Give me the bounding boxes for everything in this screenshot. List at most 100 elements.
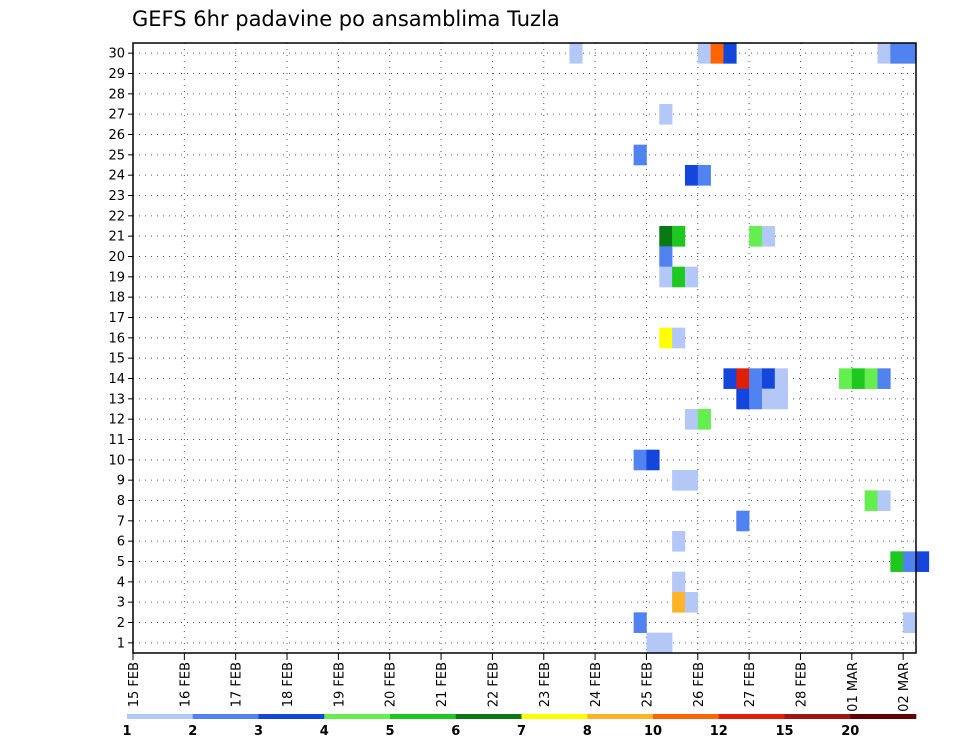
heatmap-cell	[672, 531, 686, 552]
legend-tick-label: 3	[254, 724, 263, 739]
legend-swatch	[784, 714, 851, 719]
heatmap-cell	[697, 409, 711, 430]
heatmap-cell	[697, 165, 711, 186]
x-tick-label: 28 FEB	[794, 662, 809, 707]
legend-tick-label: 20	[841, 724, 859, 739]
heatmap-cell	[890, 551, 904, 572]
legend-tick-label: 10	[644, 724, 662, 739]
heatmap-cell	[774, 388, 788, 410]
heatmap-cell	[916, 551, 930, 572]
heatmap-cell	[659, 632, 673, 654]
heatmap-cell	[672, 327, 686, 349]
heatmap-cell	[774, 368, 788, 389]
x-tick-label: 25 FEB	[640, 662, 655, 707]
y-tick-label: 22	[108, 209, 125, 224]
y-tick-label: 18	[108, 291, 125, 306]
y-tick-label: 27	[108, 108, 125, 123]
legend-swatch	[587, 714, 654, 719]
y-tick-label: 30	[108, 47, 125, 62]
heatmap-cell	[672, 470, 686, 491]
y-tick-label: 28	[108, 87, 125, 102]
heatmap-cell	[761, 226, 776, 247]
y-tick-label: 1	[117, 636, 125, 651]
y-tick-label: 25	[108, 148, 125, 163]
y-tick-label: 21	[108, 230, 125, 245]
x-tick-label: 16 FEB	[178, 662, 193, 707]
x-tick-label: 20 FEB	[384, 662, 399, 707]
heatmap-cell	[646, 449, 660, 471]
x-axis-ticks: 15 FEB 16 FEB 17 FEB 18 FEB 19 FEB 20 FEB 21 F…	[127, 653, 912, 712]
x-tick-label: 26 FEB	[692, 662, 707, 707]
heatmap-cell	[749, 368, 763, 389]
legend-swatch	[324, 714, 391, 719]
legend-tick-label: 2	[188, 724, 197, 739]
heatmap-cell	[877, 368, 891, 389]
heatmap-cell	[838, 368, 853, 389]
heatmap-cell	[864, 368, 878, 389]
y-tick-label: 11	[108, 433, 125, 448]
heatmap-cell	[672, 266, 686, 288]
legend-swatch	[127, 714, 194, 719]
heatmap-cell	[736, 388, 750, 410]
heatmap-cell	[890, 43, 904, 64]
heatmap-cell	[684, 266, 699, 288]
x-tick-label: 01 MAR	[846, 662, 861, 712]
heatmap-cell	[659, 266, 673, 288]
x-tick-label: 24 FEB	[589, 662, 604, 707]
heatmap-cell	[633, 449, 647, 471]
y-tick-label: 12	[108, 413, 125, 428]
heatmap-cell	[723, 43, 737, 64]
legend-tick-label: 8	[583, 724, 592, 739]
y-tick-label: 3	[117, 596, 125, 611]
heatmap-cell	[903, 612, 917, 633]
x-tick-label: 19 FEB	[332, 662, 347, 707]
legend-swatch	[455, 714, 522, 719]
x-tick-label: 21 FEB	[435, 662, 450, 707]
heatmap-cell	[749, 226, 763, 247]
heatmap-cell	[672, 571, 686, 593]
y-tick-label: 5	[117, 555, 125, 570]
heatmap-cell	[684, 592, 699, 613]
heatmap-cell	[672, 226, 686, 247]
y-tick-label: 10	[108, 453, 125, 468]
x-tick-label: 23 FEB	[538, 662, 553, 707]
y-tick-label: 8	[117, 494, 125, 509]
heatmap-cell	[723, 368, 737, 389]
heatmap-cell	[659, 327, 673, 349]
heatmap-cell	[903, 551, 917, 572]
heatmap-cell	[684, 409, 699, 430]
heatmap-cell	[877, 490, 891, 511]
heatmap-cell	[877, 43, 891, 64]
legend-tick-label: 1	[122, 724, 131, 739]
legend-swatch	[653, 714, 720, 719]
y-tick-label: 24	[108, 169, 125, 184]
heatmap-cell	[864, 490, 878, 511]
y-tick-label: 6	[117, 535, 125, 550]
heatmap-cell	[761, 388, 776, 410]
heatmap-cell	[851, 368, 865, 389]
legend-tick-label: 4	[320, 724, 329, 739]
heatmap-cell	[697, 43, 711, 64]
data-cells	[569, 43, 930, 654]
heatmap-cell	[672, 592, 686, 613]
y-tick-label: 14	[108, 372, 125, 387]
y-tick-label: 20	[108, 250, 125, 265]
y-tick-label: 7	[117, 514, 125, 529]
legend-swatch	[850, 714, 917, 719]
legend-swatch	[718, 714, 785, 719]
x-tick-label: 17 FEB	[230, 662, 245, 707]
heatmap-cell	[646, 632, 660, 654]
legend-tick-label: 5	[385, 724, 394, 739]
heatmap-cell	[710, 43, 724, 64]
heatmap-cell	[749, 388, 763, 410]
y-tick-label: 19	[108, 270, 125, 285]
legend-swatch	[192, 714, 259, 719]
heatmap-cell	[633, 144, 647, 166]
x-tick-label: 18 FEB	[281, 662, 296, 707]
y-tick-label: 9	[117, 474, 125, 489]
heatmap-cell	[659, 226, 673, 247]
legend-tick-label: 12	[710, 724, 728, 739]
y-tick-label: 2	[117, 616, 125, 631]
heatmap-cell	[659, 104, 673, 125]
